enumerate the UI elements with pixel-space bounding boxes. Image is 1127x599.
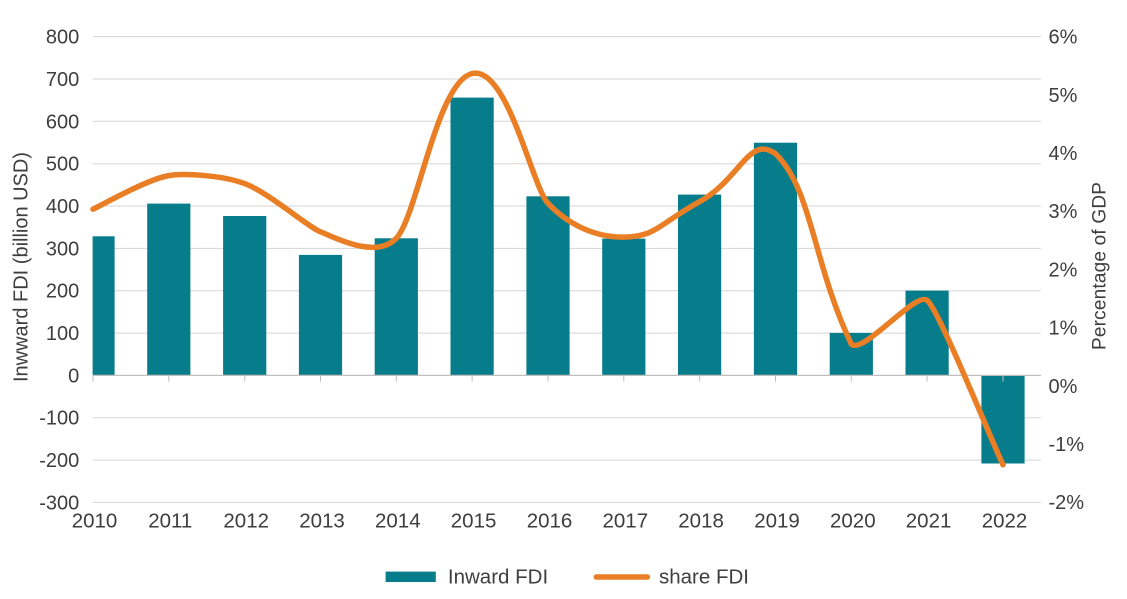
svg-text:2018: 2018 — [678, 510, 724, 533]
svg-text:-1%: -1% — [1049, 434, 1085, 456]
svg-text:2019: 2019 — [754, 510, 800, 533]
svg-text:Percentage of GDP: Percentage of GDP — [1090, 182, 1111, 350]
svg-text:3%: 3% — [1049, 201, 1078, 223]
svg-text:6%: 6% — [1049, 27, 1078, 49]
svg-text:400: 400 — [46, 196, 79, 218]
svg-text:5%: 5% — [1049, 85, 1078, 107]
svg-text:2014: 2014 — [375, 510, 421, 533]
svg-text:2021: 2021 — [906, 510, 952, 533]
svg-text:2016: 2016 — [527, 510, 573, 533]
svg-text:0%: 0% — [1049, 376, 1078, 398]
svg-text:200: 200 — [46, 281, 79, 303]
svg-text:2017: 2017 — [602, 510, 648, 533]
svg-text:600: 600 — [46, 111, 79, 133]
svg-text:0: 0 — [68, 365, 79, 387]
svg-text:2012: 2012 — [223, 510, 269, 533]
svg-text:-200: -200 — [39, 450, 79, 472]
svg-text:300: 300 — [46, 238, 79, 260]
svg-text:2015: 2015 — [451, 510, 497, 533]
svg-text:2011: 2011 — [148, 510, 192, 533]
svg-text:500: 500 — [46, 154, 79, 176]
svg-text:Inward FDI: Inward FDI — [448, 565, 548, 588]
svg-text:1%: 1% — [1049, 318, 1078, 340]
svg-text:Inwward FDI (billion USD): Inwward FDI (billion USD) — [10, 152, 32, 382]
svg-text:-2%: -2% — [1049, 492, 1085, 514]
svg-text:100: 100 — [46, 323, 79, 345]
svg-text:2022: 2022 — [982, 510, 1028, 533]
svg-text:2020: 2020 — [830, 510, 876, 533]
svg-text:2%: 2% — [1049, 259, 1078, 281]
svg-text:700: 700 — [46, 69, 79, 91]
svg-text:2013: 2013 — [299, 510, 345, 533]
svg-text:share FDI: share FDI — [659, 565, 749, 588]
svg-text:4%: 4% — [1049, 143, 1078, 165]
svg-text:2010: 2010 — [72, 510, 118, 533]
svg-text:-300: -300 — [39, 492, 79, 514]
svg-text:800: 800 — [46, 27, 79, 49]
svg-text:-100: -100 — [39, 408, 79, 430]
